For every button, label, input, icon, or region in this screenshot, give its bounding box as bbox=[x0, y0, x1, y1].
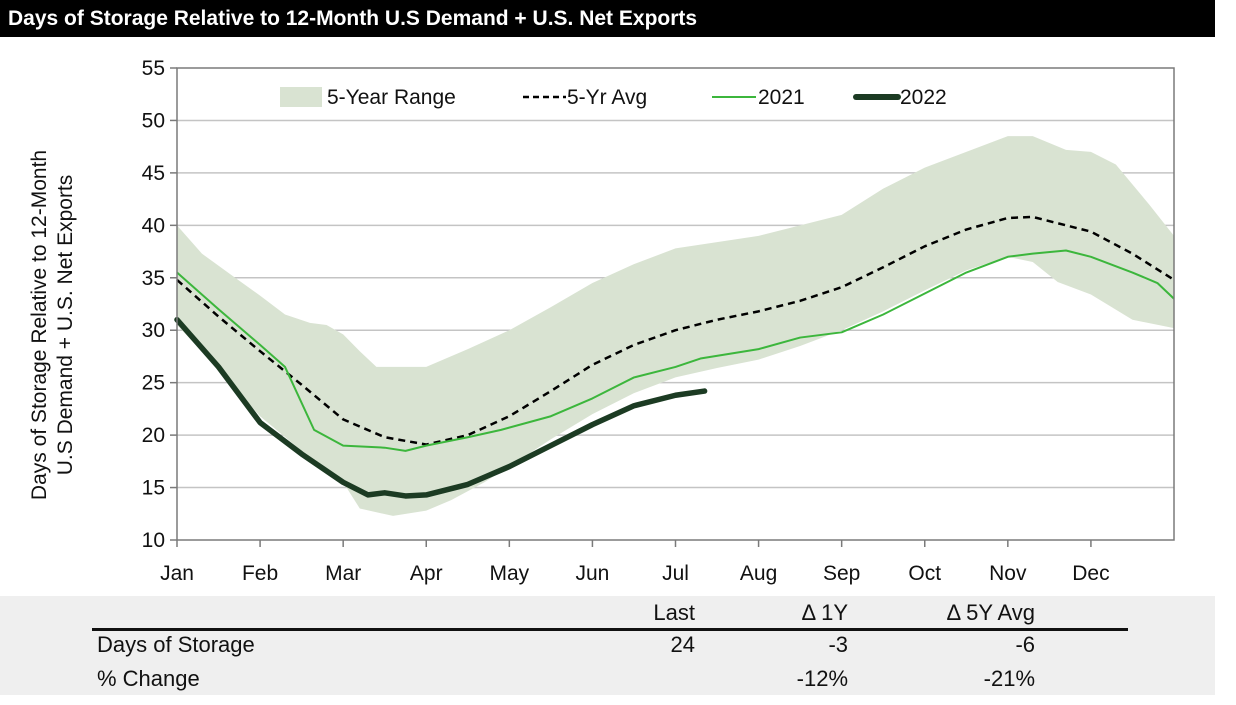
legend-swatch-range bbox=[280, 87, 322, 107]
x-tick-label: Oct bbox=[908, 562, 941, 585]
days-of-storage-delta-1y: -3 bbox=[828, 632, 848, 657]
legend-label-range: 5-Year Range bbox=[327, 86, 456, 109]
y-tick-label: 15 bbox=[142, 477, 165, 500]
x-tick-label: Jan bbox=[160, 562, 194, 585]
y-axis-title-line-2: U.S Demand + U.S. Net Exports bbox=[54, 175, 77, 476]
legend-label-avg: 5-Yr Avg bbox=[567, 86, 647, 109]
table-header-rule bbox=[92, 628, 1128, 631]
x-tick-label: Dec bbox=[1072, 562, 1109, 585]
y-tick-label: 45 bbox=[142, 162, 165, 185]
y-axis-title-line-1: Days of Storage Relative to 12-Month bbox=[28, 150, 51, 500]
y-tick-label: 10 bbox=[142, 529, 165, 552]
legend: 5-Year Range 5-Yr Avg 2021 2022 bbox=[280, 86, 947, 109]
legend-label-2022: 2022 bbox=[900, 86, 947, 109]
x-tick-label: Sep bbox=[823, 562, 860, 585]
y-tick-label: 40 bbox=[142, 214, 165, 237]
x-tick-label: Nov bbox=[989, 562, 1027, 585]
header-delta-5y-avg: Δ 5Y Avg bbox=[946, 600, 1035, 625]
five-year-range-band bbox=[177, 136, 1174, 516]
chart: 10 15 20 25 30 35 40 45 50 55 Jan Feb Mar Apr May Jun J… bbox=[28, 57, 1175, 585]
x-tick-label: Mar bbox=[325, 562, 361, 585]
legend-label-2021: 2021 bbox=[758, 86, 805, 109]
series-line-2021 bbox=[176, 249, 1175, 452]
y-tick-label: 50 bbox=[142, 109, 165, 132]
x-tick-label: Jul bbox=[662, 562, 689, 585]
summary-table: Last Δ 1Y Δ 5Y Avg Days of Storage 24 -3… bbox=[0, 596, 1215, 695]
x-tick-label: May bbox=[489, 562, 529, 585]
pct-change-delta-1y: -12% bbox=[796, 666, 848, 691]
y-tick-label: 55 bbox=[142, 57, 165, 80]
header-delta-1y: Δ 1Y bbox=[801, 600, 848, 625]
row-label-days-of-storage: Days of Storage bbox=[97, 632, 255, 657]
y-tick-label: 20 bbox=[142, 424, 165, 447]
days-of-storage-delta-5y: -6 bbox=[1015, 632, 1035, 657]
x-tick-label: Jun bbox=[575, 562, 609, 585]
series-line-5-yr-avg bbox=[176, 215, 1175, 446]
x-tick-label: Aug bbox=[740, 562, 777, 585]
y-tick-label: 30 bbox=[142, 319, 165, 342]
x-tick-label: Feb bbox=[242, 562, 278, 585]
series-line-2022 bbox=[174, 316, 708, 499]
chart-title: Days of Storage Relative to 12-Month U.S… bbox=[0, 0, 1215, 37]
y-tick-label: 25 bbox=[142, 372, 165, 395]
x-tick-label: Apr bbox=[410, 562, 443, 585]
row-label-pct-change: % Change bbox=[97, 666, 200, 691]
y-axis-title: Days of Storage Relative to 12-Month U.S… bbox=[28, 150, 77, 500]
gridlines bbox=[177, 119, 1174, 489]
days-of-storage-last: 24 bbox=[670, 632, 695, 657]
pct-change-delta-5y: -21% bbox=[983, 666, 1035, 691]
header-last: Last bbox=[653, 600, 695, 625]
y-tick-label: 35 bbox=[142, 267, 165, 290]
